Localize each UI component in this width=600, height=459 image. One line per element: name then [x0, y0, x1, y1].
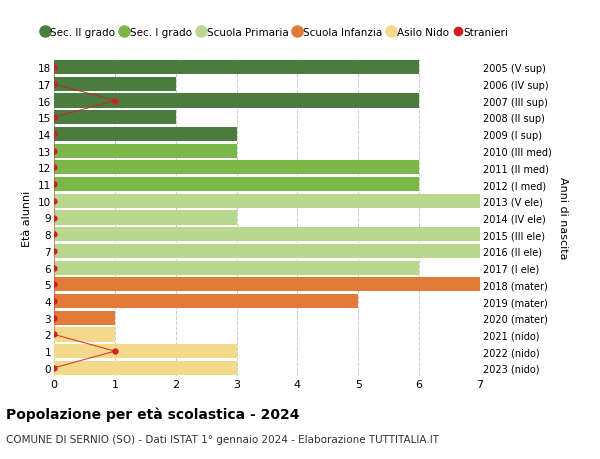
Bar — [54, 111, 176, 125]
Bar — [54, 178, 419, 192]
Y-axis label: Anni di nascita: Anni di nascita — [558, 177, 568, 259]
Bar — [54, 294, 358, 308]
Bar — [54, 328, 115, 342]
Bar — [54, 78, 176, 92]
Bar — [54, 261, 419, 275]
Bar — [54, 278, 480, 292]
Bar — [54, 144, 236, 158]
Bar — [54, 211, 236, 225]
Bar — [54, 94, 419, 108]
Bar — [54, 161, 419, 175]
Bar — [54, 61, 419, 75]
Bar — [54, 228, 480, 242]
Bar — [54, 361, 236, 375]
Text: COMUNE DI SERNIO (SO) - Dati ISTAT 1° gennaio 2024 - Elaborazione TUTTITALIA.IT: COMUNE DI SERNIO (SO) - Dati ISTAT 1° ge… — [6, 434, 439, 444]
Legend: Sec. II grado, Sec. I grado, Scuola Primaria, Scuola Infanzia, Asilo Nido, Stran: Sec. II grado, Sec. I grado, Scuola Prim… — [38, 24, 512, 42]
Bar — [54, 344, 236, 358]
Bar — [54, 128, 236, 142]
Bar — [54, 194, 480, 208]
Text: Popolazione per età scolastica - 2024: Popolazione per età scolastica - 2024 — [6, 406, 299, 421]
Y-axis label: Età alunni: Età alunni — [22, 190, 32, 246]
Bar — [54, 244, 480, 258]
Bar — [54, 311, 115, 325]
